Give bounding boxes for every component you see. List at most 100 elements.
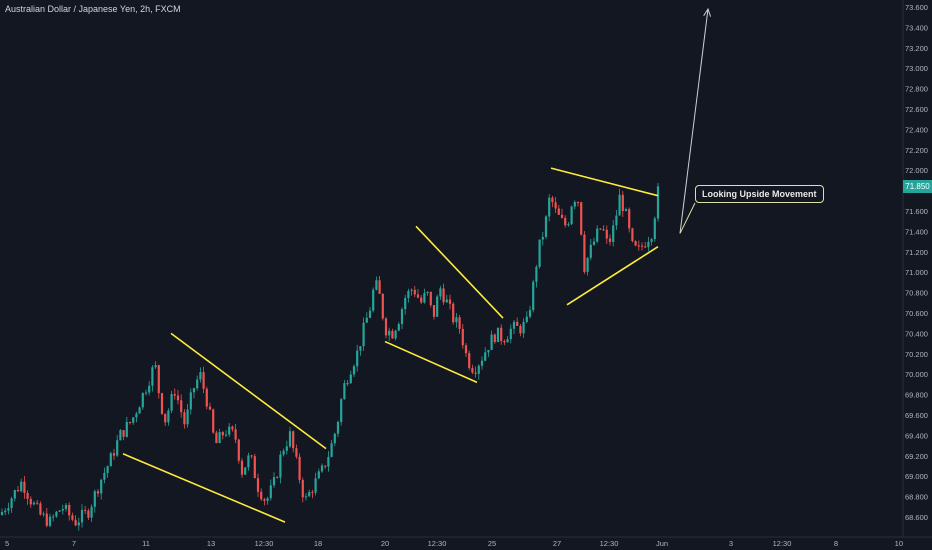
candle <box>532 279 535 313</box>
candle <box>608 234 612 246</box>
candle <box>269 479 272 501</box>
candle <box>170 390 173 414</box>
candle <box>324 465 327 469</box>
candle <box>336 420 340 437</box>
candle <box>135 411 138 423</box>
candle <box>48 513 52 528</box>
candle <box>55 510 58 518</box>
candle <box>458 314 461 334</box>
candle <box>378 275 381 294</box>
candle <box>445 294 448 303</box>
candle <box>461 324 464 349</box>
candle <box>493 333 496 344</box>
candle <box>16 485 20 493</box>
candle <box>141 392 144 410</box>
candle <box>13 489 16 502</box>
candle <box>276 475 279 479</box>
candle <box>416 289 420 299</box>
candle <box>480 356 484 370</box>
candle <box>368 306 372 319</box>
x-tick-label: 12:30 <box>773 539 792 548</box>
candle <box>327 450 330 472</box>
y-tick-label: 73.200 <box>905 44 928 53</box>
candle <box>80 504 84 528</box>
candle <box>100 479 103 500</box>
candle <box>596 225 599 244</box>
candle <box>650 237 653 246</box>
x-tick-label: 11 <box>142 539 150 548</box>
candle <box>644 241 647 249</box>
candle <box>516 317 519 327</box>
y-tick-label: 69.200 <box>905 452 928 461</box>
candle <box>410 288 413 296</box>
y-tick-label: 70.600 <box>905 309 928 318</box>
candle <box>477 364 480 380</box>
candle <box>624 207 628 212</box>
candle <box>26 490 29 505</box>
candle <box>554 197 557 214</box>
y-tick-label: 72.600 <box>905 105 928 114</box>
candle <box>605 225 608 244</box>
y-tick-label: 69.800 <box>905 391 928 400</box>
trendline <box>384 340 478 384</box>
candle <box>535 264 538 288</box>
candle <box>583 230 586 274</box>
candle <box>468 350 471 371</box>
candle <box>42 511 45 517</box>
candle <box>384 316 388 339</box>
candle <box>128 421 132 425</box>
candle <box>231 425 234 432</box>
candle <box>176 389 180 405</box>
candle <box>576 201 580 207</box>
candle <box>490 330 493 351</box>
y-tick-label: 69.600 <box>905 411 928 420</box>
y-tick-label: 71.000 <box>905 268 928 277</box>
x-tick-label: 8 <box>834 539 838 548</box>
candle <box>567 221 570 227</box>
candle <box>471 364 474 375</box>
candle <box>32 500 36 506</box>
y-tick-label: 71.200 <box>905 248 928 257</box>
candle <box>212 408 215 434</box>
candle <box>506 336 509 343</box>
x-tick-label: 5 <box>5 539 9 548</box>
candle <box>247 452 250 471</box>
candle <box>442 283 445 305</box>
candle <box>215 430 218 444</box>
trendline <box>550 167 659 197</box>
candle <box>71 512 74 522</box>
candle <box>301 477 304 503</box>
candle <box>397 322 400 332</box>
candle <box>311 489 314 499</box>
candle <box>96 488 100 498</box>
y-tick-label: 70.400 <box>905 329 928 338</box>
candle <box>640 242 644 251</box>
candle <box>455 313 458 328</box>
candle <box>429 291 432 308</box>
candle <box>564 215 567 228</box>
candle <box>173 388 176 400</box>
y-tick-label: 69.000 <box>905 472 928 481</box>
candle <box>224 430 228 438</box>
trendline <box>415 225 504 319</box>
candle <box>404 294 407 315</box>
candle <box>602 225 605 231</box>
candle <box>426 291 429 296</box>
note-connector <box>679 202 696 234</box>
y-tick-label: 70.800 <box>905 289 928 298</box>
candle <box>189 388 192 415</box>
candle <box>45 507 48 528</box>
candle <box>157 364 160 399</box>
candle <box>420 295 423 304</box>
candle <box>308 489 311 497</box>
candle <box>228 422 231 438</box>
candle <box>628 207 631 233</box>
candle <box>474 366 477 378</box>
y-tick-label: 68.600 <box>905 513 928 522</box>
candle <box>365 312 368 323</box>
candle <box>541 231 544 246</box>
candle <box>199 367 202 383</box>
candle <box>464 343 468 358</box>
candle <box>573 200 576 210</box>
